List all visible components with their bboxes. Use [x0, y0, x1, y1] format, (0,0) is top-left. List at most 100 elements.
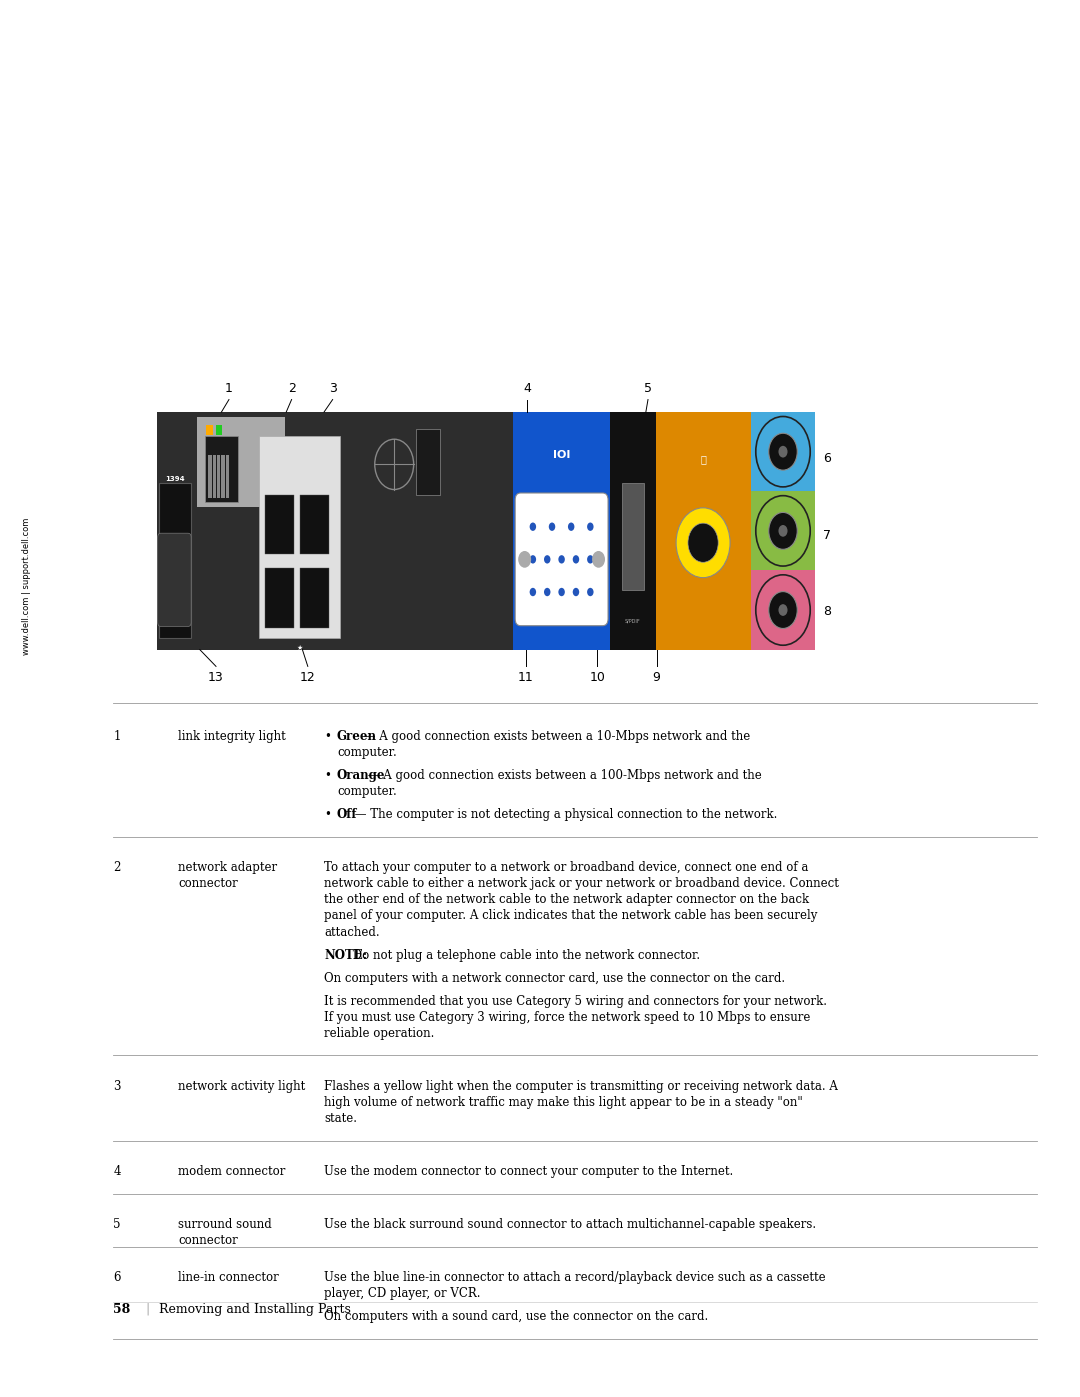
Text: network activity light: network activity light	[178, 1080, 306, 1092]
Bar	[197, 416, 285, 507]
Bar	[656, 412, 751, 650]
Bar	[622, 483, 644, 590]
Circle shape	[779, 446, 787, 458]
Bar	[213, 455, 216, 497]
Circle shape	[756, 416, 810, 488]
Text: S/PDIF: S/PDIF	[625, 619, 640, 623]
Text: 1394: 1394	[165, 475, 185, 482]
Circle shape	[779, 604, 787, 616]
Text: 6: 6	[113, 1271, 121, 1284]
Text: Use the blue line-in connector to attach a record/playback device such as a cass: Use the blue line-in connector to attach…	[324, 1271, 825, 1284]
Text: To attach your computer to a network or broadband device, connect one end of a: To attach your computer to a network or …	[324, 861, 808, 875]
Text: 58: 58	[113, 1303, 131, 1316]
Text: network adapter: network adapter	[178, 861, 278, 875]
Circle shape	[529, 588, 536, 597]
Circle shape	[756, 574, 810, 645]
Circle shape	[588, 555, 594, 563]
Text: www.dell.com | support.dell.com: www.dell.com | support.dell.com	[23, 518, 31, 655]
Bar	[208, 455, 212, 497]
Circle shape	[688, 522, 718, 562]
Circle shape	[529, 555, 536, 563]
Text: It is recommended that you use Category 5 wiring and connectors for your network: It is recommended that you use Category …	[324, 995, 827, 1007]
Text: connector: connector	[178, 877, 238, 890]
Circle shape	[676, 507, 730, 578]
Text: 9: 9	[652, 671, 661, 683]
Circle shape	[544, 588, 551, 597]
Text: On computers with a network connector card, use the connector on the card.: On computers with a network connector ca…	[324, 972, 785, 985]
Text: •: •	[324, 729, 330, 743]
Bar	[221, 455, 225, 497]
Circle shape	[588, 588, 594, 597]
Circle shape	[769, 433, 797, 471]
Text: 1: 1	[113, 729, 121, 743]
Text: player, CD player, or VCR.: player, CD player, or VCR.	[324, 1288, 481, 1301]
Text: 10: 10	[590, 671, 605, 683]
Text: 3: 3	[113, 1080, 121, 1092]
Bar	[157, 412, 751, 650]
Text: connector: connector	[178, 1235, 238, 1248]
Circle shape	[588, 522, 594, 531]
Text: 1: 1	[225, 383, 233, 395]
Text: 12: 12	[300, 671, 315, 683]
Text: •: •	[324, 770, 330, 782]
Text: panel of your computer. A click indicates that the network cable has been secure: panel of your computer. A click indicate…	[324, 909, 818, 922]
Text: line-in connector: line-in connector	[178, 1271, 279, 1284]
Text: — A good connection exists between a 100-Mbps network and the: — A good connection exists between a 100…	[364, 770, 761, 782]
Bar	[751, 570, 815, 650]
Text: 13: 13	[208, 671, 224, 683]
Text: 5: 5	[113, 1218, 121, 1231]
Text: Do not plug a telephone cable into the network connector.: Do not plug a telephone cable into the n…	[350, 949, 701, 961]
Bar	[217, 455, 220, 497]
Text: NOTE:: NOTE:	[324, 949, 367, 961]
Text: 2: 2	[113, 861, 121, 875]
Bar	[513, 412, 610, 650]
Text: high volume of network traffic may make this light appear to be in a steady "on": high volume of network traffic may make …	[324, 1097, 802, 1109]
Circle shape	[769, 591, 797, 629]
Text: 2: 2	[287, 383, 296, 395]
Bar	[226, 455, 229, 497]
Bar	[751, 492, 815, 570]
Bar	[300, 495, 329, 555]
Text: computer.: computer.	[337, 785, 396, 798]
Text: Use the black surround sound connector to attach multichannel-capable speakers.: Use the black surround sound connector t…	[324, 1218, 816, 1231]
Text: 3: 3	[328, 383, 337, 395]
Text: Removing and Installing Parts: Removing and Installing Parts	[159, 1303, 351, 1316]
Text: ⦿: ⦿	[700, 454, 706, 465]
Text: IOI: IOI	[553, 450, 570, 460]
Text: Flashes a yellow light when the computer is transmitting or receiving network da: Flashes a yellow light when the computer…	[324, 1080, 838, 1092]
Bar	[159, 483, 191, 637]
Text: network cable to either a network jack or your network or broadband device. Conn: network cable to either a network jack o…	[324, 877, 839, 890]
Text: On computers with a sound card, use the connector on the card.: On computers with a sound card, use the …	[324, 1310, 708, 1323]
Text: Green: Green	[337, 729, 377, 743]
Circle shape	[572, 555, 579, 563]
FancyBboxPatch shape	[158, 534, 191, 626]
Text: 4: 4	[113, 1165, 121, 1178]
Circle shape	[558, 555, 565, 563]
Bar	[206, 425, 213, 434]
Circle shape	[568, 522, 575, 531]
Text: reliable operation.: reliable operation.	[324, 1027, 434, 1039]
Bar	[265, 495, 294, 555]
Text: 8: 8	[823, 605, 831, 619]
Bar	[300, 569, 329, 627]
Text: — The computer is not detecting a physical connection to the network.: — The computer is not detecting a physic…	[351, 807, 777, 821]
Circle shape	[518, 550, 531, 567]
Text: 7: 7	[823, 528, 831, 542]
Bar	[265, 569, 294, 627]
Text: •: •	[324, 807, 330, 821]
Text: If you must use Category 3 wiring, force the network speed to 10 Mbps to ensure: If you must use Category 3 wiring, force…	[324, 1011, 810, 1024]
Bar	[259, 436, 340, 637]
Circle shape	[592, 550, 605, 567]
Text: attached.: attached.	[324, 926, 380, 939]
Circle shape	[529, 522, 536, 531]
Circle shape	[549, 522, 555, 531]
Circle shape	[756, 496, 810, 566]
Circle shape	[779, 525, 787, 536]
Text: — A good connection exists between a 10-Mbps network and the: — A good connection exists between a 10-…	[360, 729, 750, 743]
Bar	[205, 436, 238, 503]
Text: 6: 6	[823, 451, 831, 465]
Text: computer.: computer.	[337, 746, 396, 759]
Text: surround sound: surround sound	[178, 1218, 272, 1231]
Text: the other end of the network cable to the network adapter connector on the back: the other end of the network cable to th…	[324, 894, 809, 907]
Text: Use the modem connector to connect your computer to the Internet.: Use the modem connector to connect your …	[324, 1165, 733, 1178]
